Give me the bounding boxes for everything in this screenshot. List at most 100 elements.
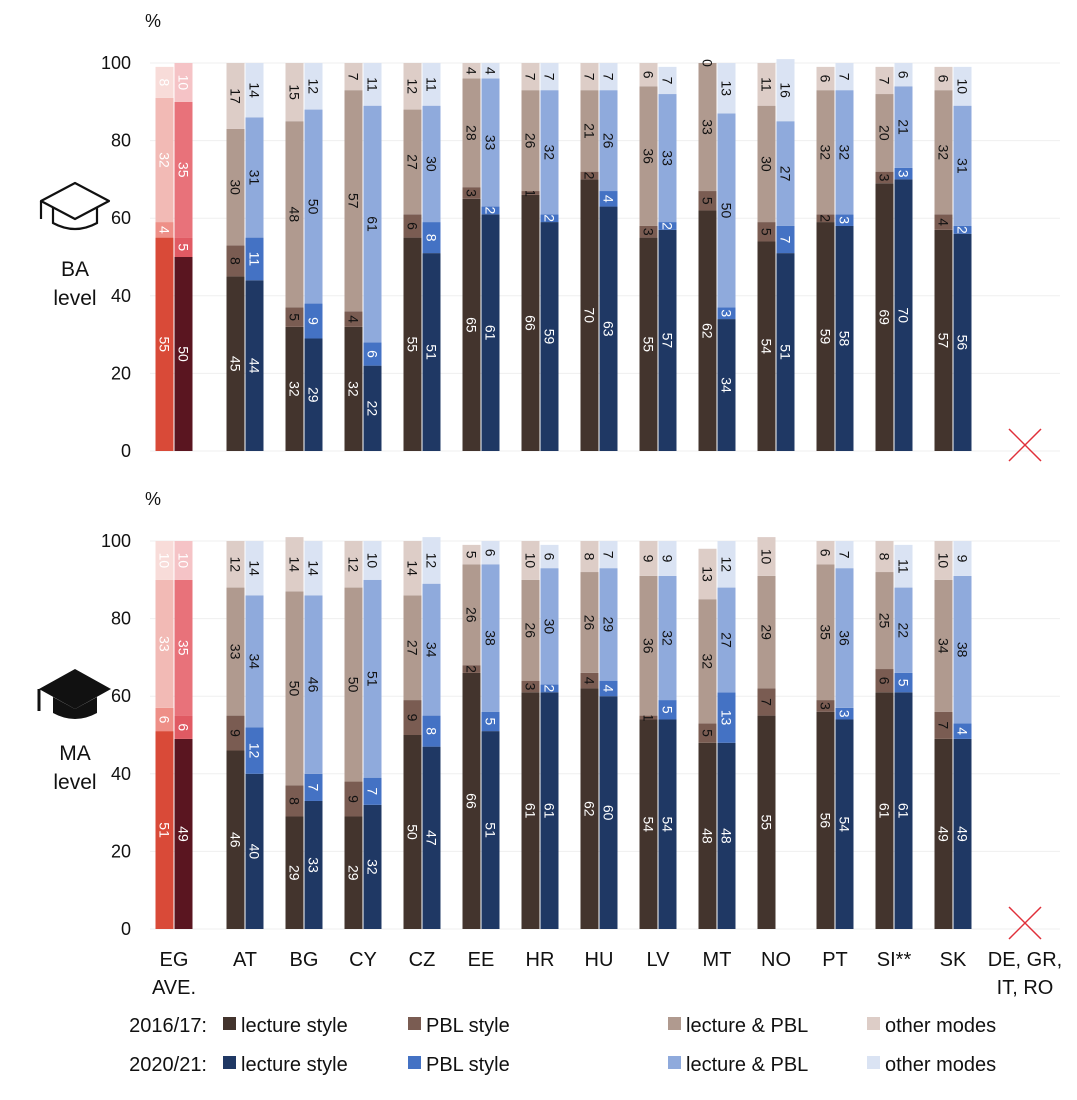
data-label: 55: [157, 337, 173, 353]
data-label: 62: [700, 323, 716, 339]
data-label: 32: [837, 144, 853, 160]
data-label: 3: [837, 216, 853, 224]
data-label: 6: [365, 350, 381, 358]
bar-segment: [875, 94, 894, 172]
data-label: 34: [936, 638, 952, 654]
data-label: 50: [287, 681, 303, 697]
bar-segment: [226, 541, 245, 588]
data-label: 12: [346, 556, 362, 572]
bar-segment: [540, 90, 559, 215]
bar-segment: [835, 90, 854, 215]
data-label: 70: [582, 307, 598, 323]
data-label: 7: [936, 721, 952, 729]
data-label: 51: [157, 822, 173, 838]
data-label: 69: [877, 309, 893, 325]
bar-segment: [717, 113, 736, 308]
data-label: 4: [483, 67, 499, 75]
legend-swatch: [867, 1056, 880, 1069]
bar-segment: [599, 191, 618, 207]
bar-segment: [698, 548, 717, 600]
data-label: 8: [157, 79, 173, 87]
bar-segment: [953, 738, 972, 929]
data-label: 0: [700, 59, 716, 67]
bar-segment: [521, 191, 540, 195]
bar-segment: [658, 541, 677, 576]
data-label: 32: [818, 144, 834, 160]
bar-segment: [174, 63, 193, 102]
data-label: 48: [700, 828, 716, 844]
bar-segment: [816, 66, 835, 91]
data-label: 35: [176, 162, 192, 178]
bar-segment: [285, 307, 304, 327]
data-label: 5: [896, 679, 912, 687]
bar-segment: [639, 237, 658, 451]
bar-segment: [934, 66, 953, 91]
data-label: 8: [877, 553, 893, 561]
data-label: 57: [660, 333, 676, 349]
data-label: 33: [157, 636, 173, 652]
bar-segment: [953, 233, 972, 451]
bar-segment: [462, 187, 481, 199]
data-label: 49: [176, 826, 192, 842]
legend-period-label: 2016/17:: [129, 1015, 207, 1037]
panel-ma: 020406080100%516331049635104693312401234…: [37, 489, 1060, 940]
bar-segment: [717, 742, 736, 929]
data-label: 26: [523, 622, 539, 638]
data-label: 2: [542, 214, 558, 222]
bar-segment: [363, 777, 382, 805]
bar-segment: [816, 564, 835, 701]
data-label: 5: [700, 729, 716, 737]
data-label: 54: [759, 338, 775, 354]
data-label: 14: [247, 560, 263, 576]
bar-segment: [599, 696, 618, 929]
bar-segment: [462, 198, 481, 451]
y-axis-unit-label: %: [145, 489, 161, 509]
bar-segment: [363, 804, 382, 929]
bar-segment: [776, 121, 795, 226]
bar-segment: [757, 537, 776, 576]
data-label: 14: [287, 556, 303, 572]
data-label: 50: [346, 677, 362, 693]
bar-segment: [580, 541, 599, 573]
bar-segment: [698, 63, 717, 192]
bar-segment: [658, 719, 677, 929]
bar-segment: [580, 672, 599, 689]
data-label: 10: [365, 553, 381, 569]
data-label: 26: [601, 133, 617, 149]
data-label: 12: [228, 556, 244, 572]
bar-segment: [481, 78, 500, 207]
bar-segment: [521, 692, 540, 929]
data-label: 7: [660, 77, 676, 85]
bar-segment: [698, 210, 717, 451]
data-label: 70: [896, 307, 912, 323]
data-label: 56: [955, 335, 971, 351]
category-label: MT: [703, 949, 732, 971]
data-label: 29: [346, 865, 362, 881]
data-label: 35: [176, 640, 192, 656]
data-label: 50: [306, 199, 322, 215]
bar-segment: [717, 587, 736, 693]
bar-segment: [835, 225, 854, 451]
category-label: AT: [233, 949, 257, 971]
bar-segment: [953, 541, 972, 576]
bar-segment: [757, 688, 776, 716]
data-label: 51: [778, 344, 794, 360]
bar-segment: [344, 311, 363, 327]
data-label: 38: [955, 642, 971, 658]
bar-segment: [304, 338, 323, 451]
bar-segment: [698, 723, 717, 743]
data-label: 34: [247, 653, 263, 669]
bar-segment: [580, 179, 599, 451]
legend-item-label: lecture style: [241, 1015, 348, 1037]
y-tick-label: 80: [111, 131, 131, 151]
bar-segment: [953, 105, 972, 226]
data-label: 7: [523, 73, 539, 81]
bar-segment: [422, 63, 441, 106]
data-label: 14: [405, 560, 421, 576]
data-label: 26: [582, 615, 598, 631]
bar-segment: [698, 599, 717, 724]
bar-segment: [639, 225, 658, 238]
data-label: 4: [601, 685, 617, 693]
bar-segment: [717, 307, 736, 320]
bar-segment: [174, 257, 193, 451]
